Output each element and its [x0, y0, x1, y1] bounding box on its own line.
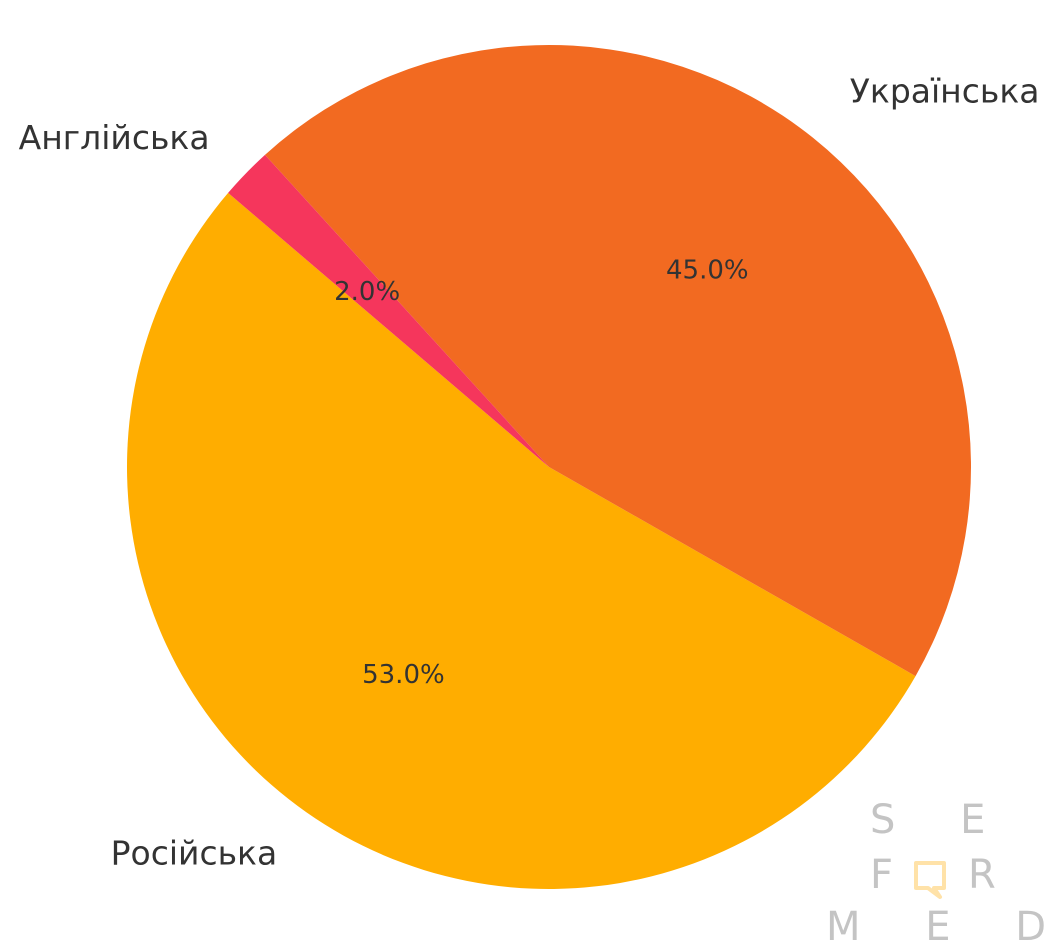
- pie-percent-label-1: 53.0%: [362, 660, 445, 690]
- pie-category-label-3: Англійська: [19, 118, 210, 157]
- watermark-line-3: M E D I A: [826, 904, 1048, 950]
- pie-labels: 53.0% Російська 45.0% Українська 2.0% Англійс…: [19, 72, 1040, 873]
- pie-category-label-1: Російська: [111, 834, 278, 873]
- watermark-line-2-f: F: [870, 852, 919, 898]
- pie-slice-3: [228, 154, 549, 467]
- pie-percent-label-3: 2.0%: [334, 277, 400, 307]
- watermark-bracket-icon: [914, 861, 946, 899]
- pie-slice-1: [127, 192, 916, 889]
- pie-slice-2: [264, 44, 972, 677]
- pie-slices: [127, 44, 972, 889]
- pie-category-label-2: Українська: [850, 72, 1040, 111]
- pie-percent-label-2: 45.0%: [666, 255, 749, 285]
- watermark-line-1: S E O: [870, 797, 1048, 843]
- watermark-line-2-r: R: [968, 852, 1022, 898]
- seo-for-media-watermark: S E O F R M E D I A: [826, 797, 1048, 950]
